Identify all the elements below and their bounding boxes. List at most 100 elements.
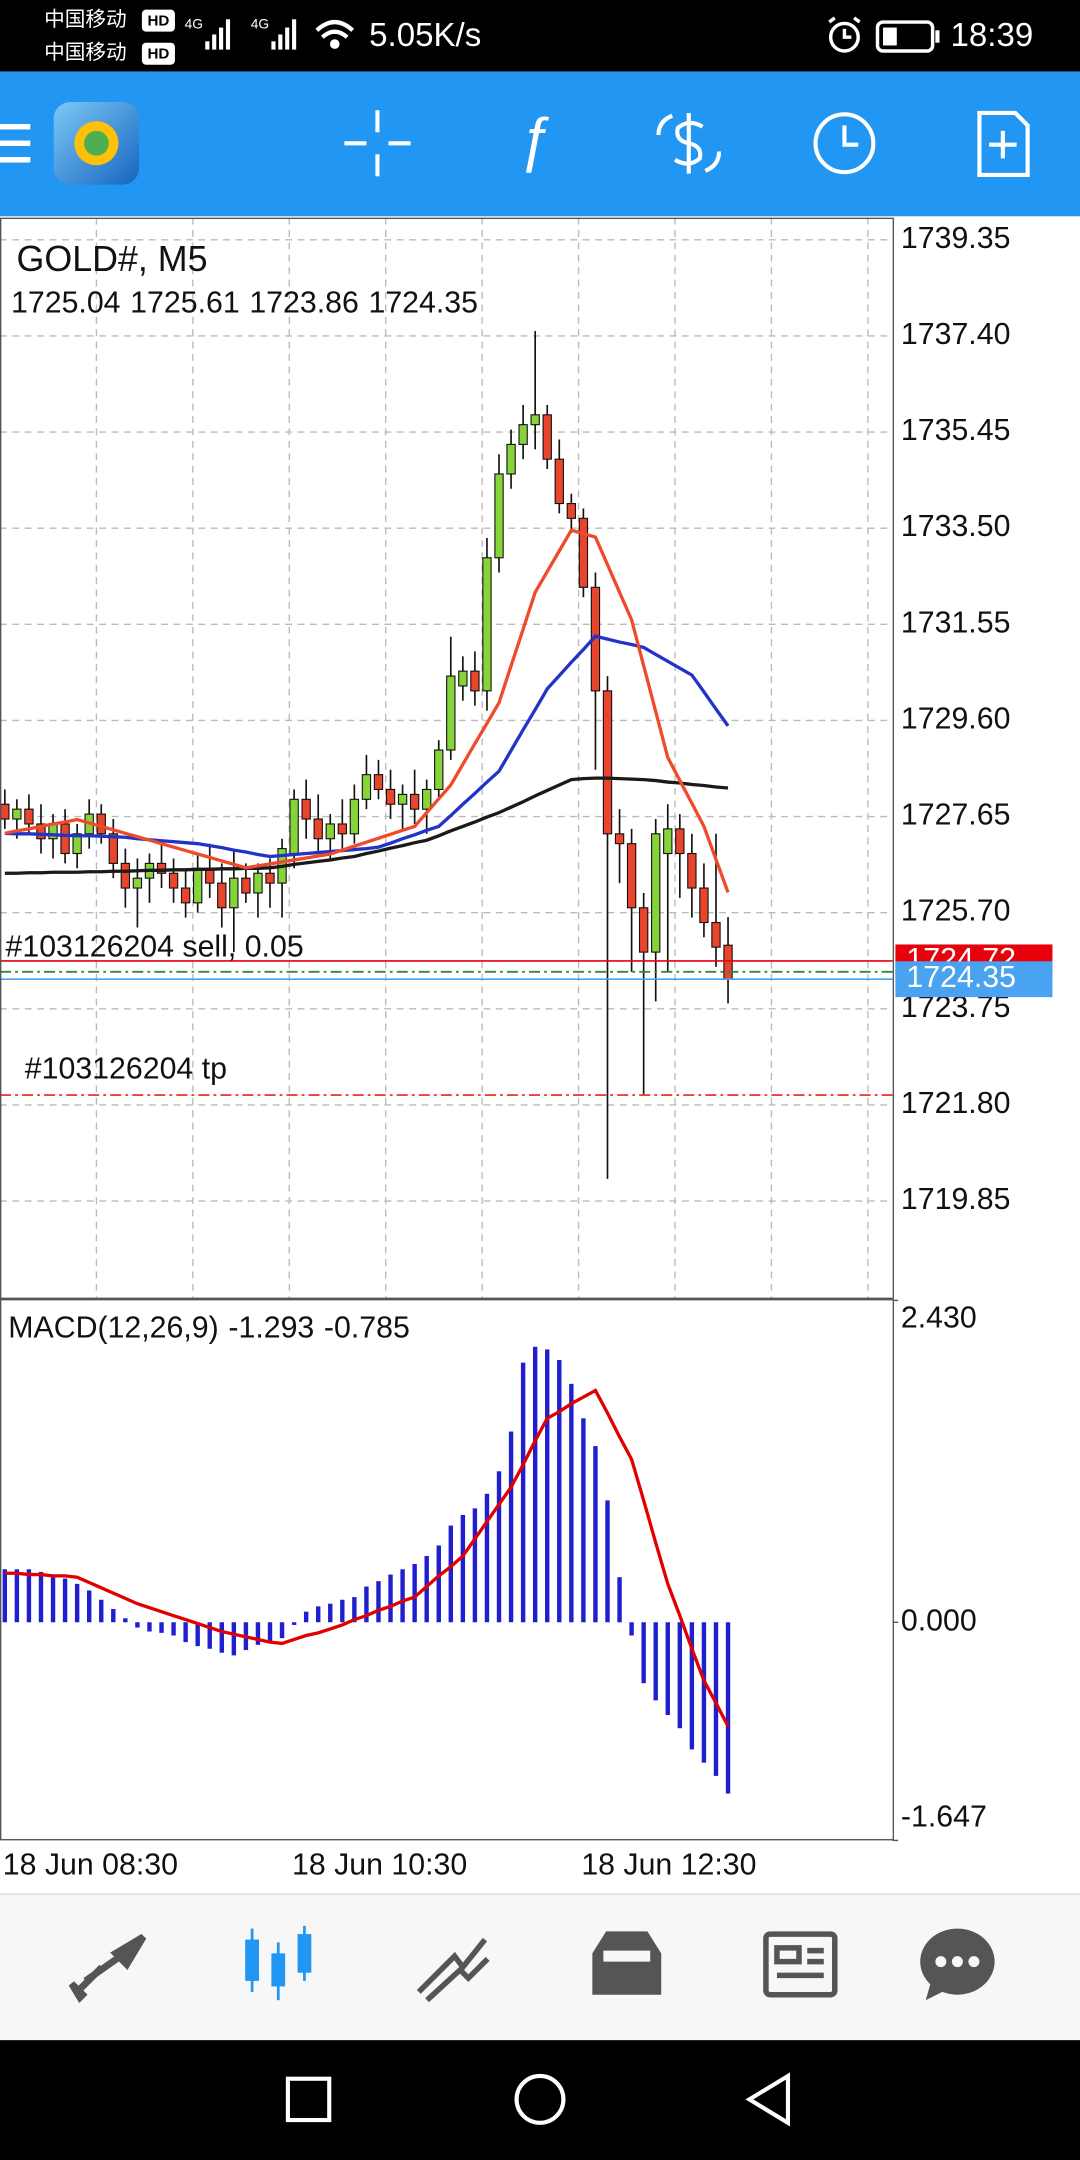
y-tick-label: 1733.50 — [901, 510, 1011, 543]
network-type: 4G — [251, 16, 269, 31]
candle-body — [554, 458, 564, 505]
macd-bar — [207, 1622, 212, 1649]
macd-bar — [460, 1514, 466, 1623]
macd-bar — [135, 1622, 140, 1628]
network-speed: 5.05K/s — [369, 17, 481, 54]
candle-body — [120, 862, 131, 889]
macd-bar — [303, 1611, 309, 1623]
candle-body — [687, 852, 697, 889]
candle-body — [265, 872, 275, 884]
history-tab[interactable] — [592, 1931, 662, 1995]
indicators-button[interactable]: ƒ — [518, 104, 552, 173]
new-order-button[interactable] — [977, 110, 1030, 178]
crosshair-button[interactable] — [344, 110, 411, 177]
candle-body — [409, 793, 420, 810]
macd-bar — [701, 1622, 707, 1763]
moving-average-line — [4, 528, 730, 894]
candle-body — [506, 443, 516, 475]
candle-body — [156, 862, 167, 874]
trade-button[interactable] — [656, 112, 722, 174]
macd-bar — [99, 1599, 104, 1623]
y-tick-label: 1719.85 — [901, 1183, 1011, 1216]
chart-tab[interactable] — [245, 1925, 312, 2001]
macd-bar — [219, 1622, 224, 1653]
x-tick-label: 18 Jun 12:30 — [581, 1849, 756, 1882]
macd-bar — [388, 1574, 393, 1623]
macd-bar — [617, 1577, 622, 1623]
macd-bar — [183, 1622, 188, 1643]
candle-body — [253, 872, 263, 894]
candle-body — [602, 690, 613, 835]
candle-body — [482, 557, 492, 692]
candle-body — [349, 798, 360, 835]
chat-tab[interactable] — [920, 1928, 995, 2001]
macd-bar — [376, 1581, 381, 1623]
macd-bar — [677, 1622, 683, 1729]
candle-body — [542, 414, 552, 460]
bid-tag — [895, 961, 1053, 998]
clock: 18:39 — [951, 17, 1034, 54]
candle-body — [723, 944, 733, 980]
recents-button[interactable] — [285, 2076, 332, 2123]
ohlc-readout: 1725.04 1725.61 1723.86 1724.35 — [11, 286, 478, 319]
macd-bar — [255, 1622, 261, 1645]
chart-area[interactable] — [0, 217, 893, 1841]
macd-readout: MACD(12,26,9) -1.293 -0.785 — [8, 1311, 410, 1344]
battery-icon — [875, 20, 940, 53]
y-tick-label: 1725.70 — [901, 895, 1011, 928]
chart-border — [0, 217, 895, 1841]
candle-body — [132, 877, 143, 889]
candle-body — [578, 517, 589, 588]
home-button[interactable] — [514, 2073, 566, 2125]
candle-body — [566, 502, 577, 519]
trade-tab[interactable] — [416, 1937, 490, 2003]
back-button[interactable] — [745, 2072, 791, 2127]
status-bar — [0, 0, 1080, 72]
macd-bar — [316, 1606, 321, 1623]
candle-body — [12, 808, 22, 820]
ohlc-value: 1724.35 — [368, 286, 478, 319]
signal-icon — [271, 19, 297, 50]
y-tick-label: 1731.55 — [901, 606, 1011, 639]
macd-bar — [159, 1622, 164, 1633]
macd-bar — [147, 1622, 152, 1632]
candle-body — [217, 882, 227, 909]
macd-bar — [508, 1431, 514, 1623]
news-tab[interactable] — [763, 1931, 838, 1998]
macd-bar — [665, 1622, 670, 1715]
macd-bar — [111, 1609, 116, 1623]
macd-bar — [123, 1618, 128, 1623]
app-logo[interactable] — [53, 101, 140, 185]
hd-badge — [141, 9, 175, 32]
ohlc-value: 1723.86 — [249, 286, 359, 319]
macd-bar — [532, 1346, 538, 1623]
toolbar — [0, 71, 1080, 217]
system-nav — [0, 2040, 1080, 2160]
candle-body — [663, 828, 673, 855]
candle-body — [458, 670, 468, 687]
candle-body — [60, 823, 70, 855]
signal-value: -0.785 — [324, 1311, 410, 1344]
quotes-tab[interactable] — [68, 1933, 147, 2004]
macd-bar — [436, 1545, 441, 1623]
macd-title: MACD(12,26,9) — [8, 1311, 218, 1344]
candle-body — [36, 823, 46, 840]
hd-badge — [141, 42, 175, 65]
carrier: 中国移动 — [44, 41, 127, 64]
macd-bar — [400, 1569, 405, 1623]
candle-body — [24, 808, 34, 825]
signal-icon — [205, 19, 231, 50]
timeframe-button[interactable] — [813, 112, 876, 175]
menu-button[interactable] — [0, 123, 31, 163]
candle-body — [241, 877, 251, 894]
macd-bar — [62, 1578, 68, 1623]
candle-body — [325, 823, 335, 840]
macd-bar — [569, 1383, 574, 1623]
macd-bar — [496, 1471, 502, 1623]
macd-bar — [605, 1500, 610, 1623]
candle-body — [72, 833, 82, 855]
macd-bar — [231, 1622, 237, 1656]
candle-body — [385, 788, 396, 805]
candle-body — [434, 749, 444, 790]
candle-body — [651, 833, 661, 953]
